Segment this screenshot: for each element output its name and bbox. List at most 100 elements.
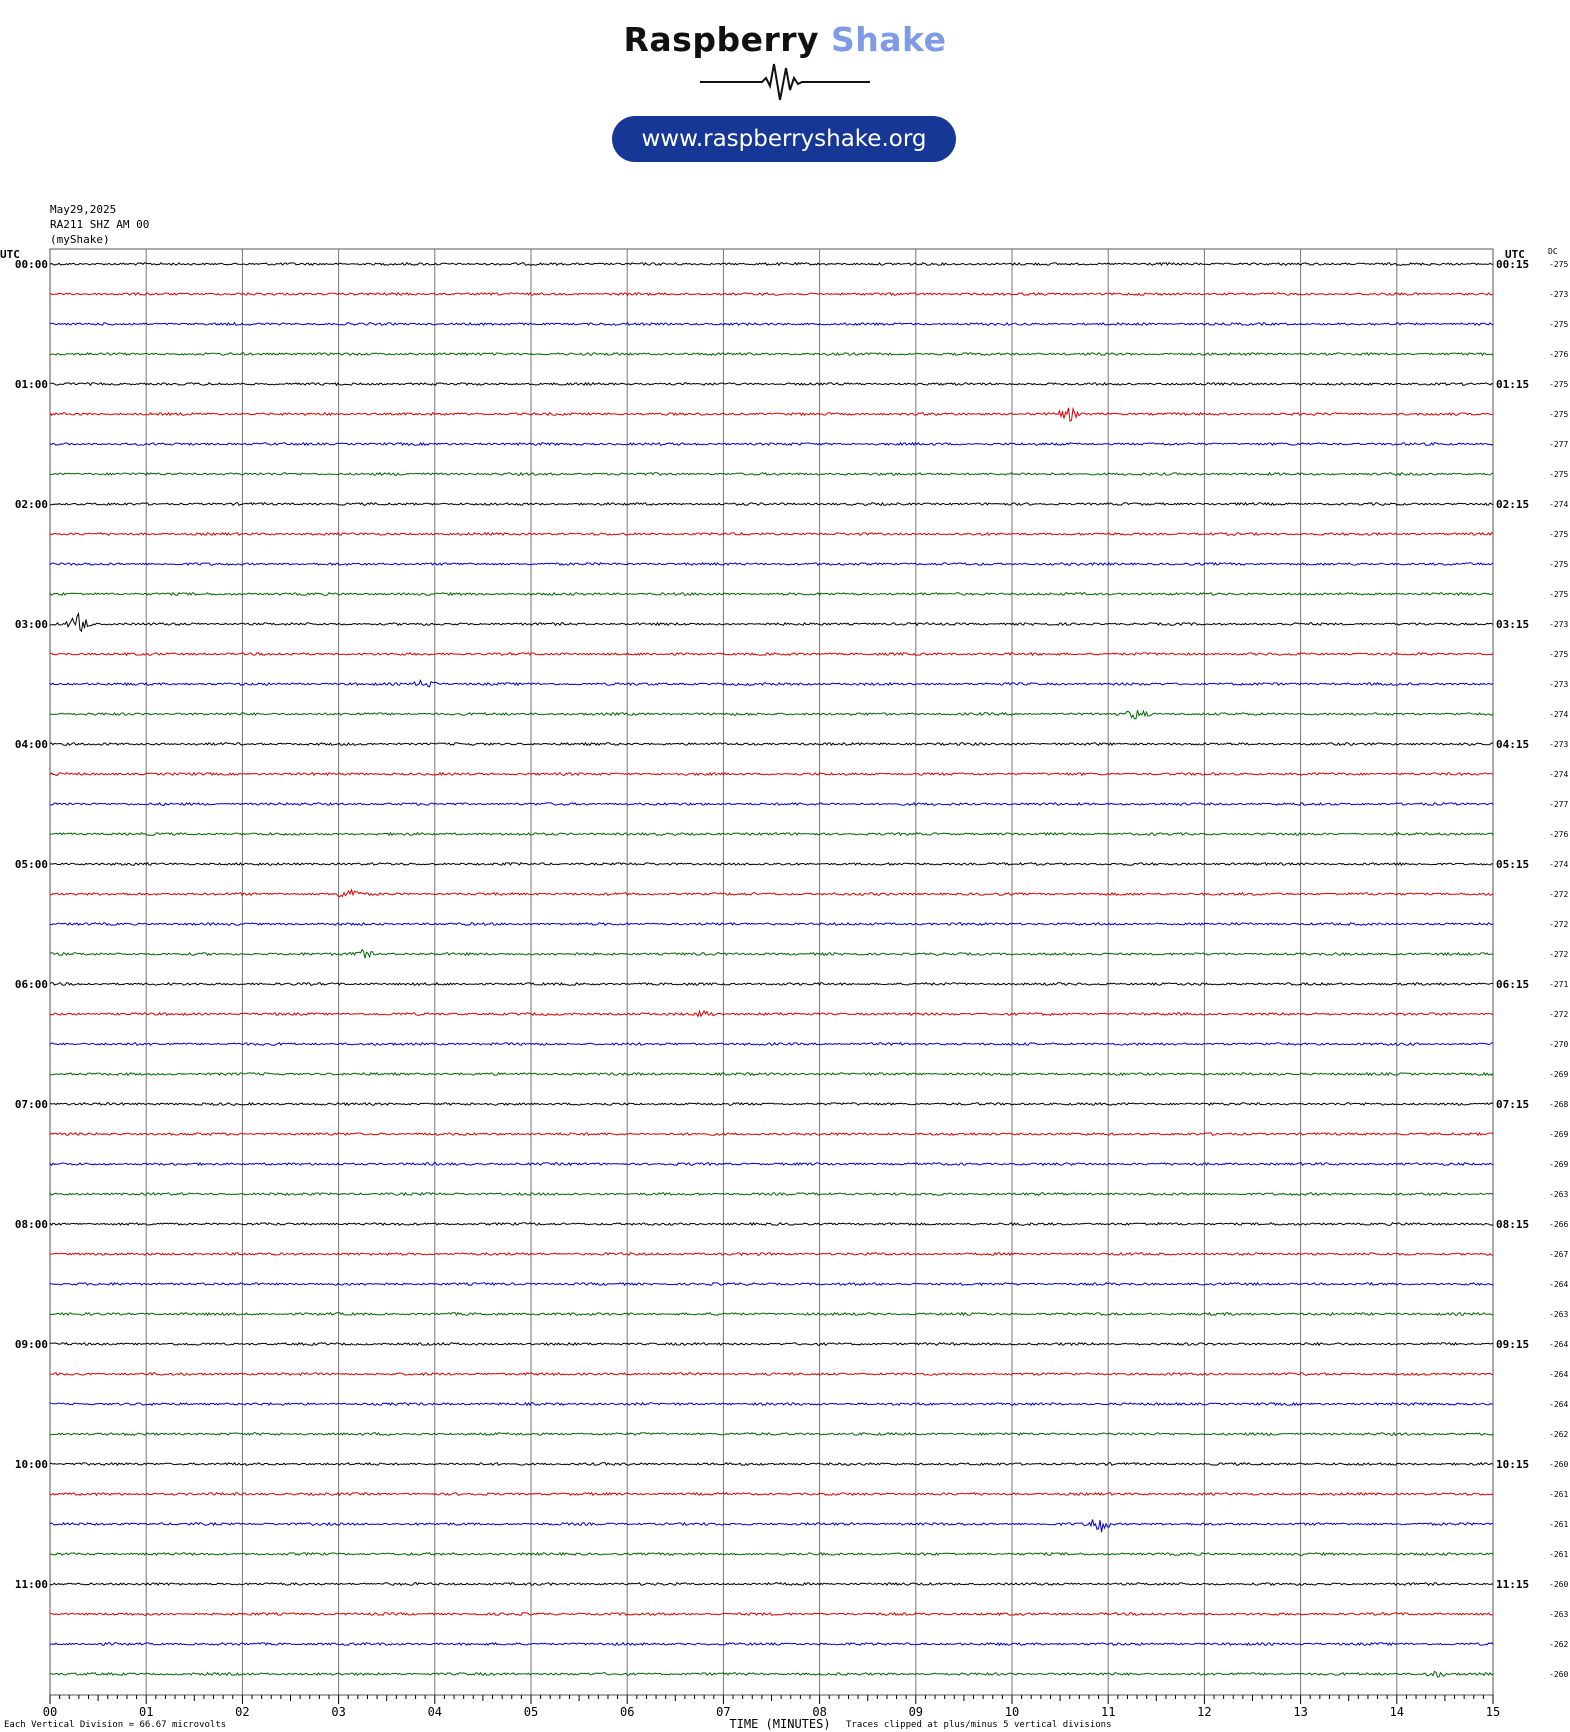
dc-value: -264 [1549,1280,1568,1289]
dc-value: -268 [1549,1100,1568,1109]
seismic-wave-icon [700,63,870,101]
dc-value: -275 [1549,320,1568,329]
x-tick-label: 13 [1293,1705,1307,1719]
dc-value: -274 [1549,770,1568,779]
trace-line [49,441,1494,447]
hour-label-right: 05:15 [1496,858,1529,871]
hour-label-right: 08:15 [1496,1218,1529,1231]
trace-line [49,1491,1494,1497]
hour-label-right: 04:15 [1496,738,1529,751]
trace-line [49,1431,1494,1437]
dc-value: -272 [1549,950,1568,959]
trace-line [49,406,1494,423]
hour-label-left: 03:00 [15,618,48,631]
trace-line [49,611,1494,633]
hour-label-left: 10:00 [15,1458,48,1471]
hour-label-left: 07:00 [15,1098,48,1111]
dc-value: -269 [1549,1160,1568,1169]
trace-line [49,1519,1494,1533]
dc-value: -261 [1549,1520,1568,1529]
hour-label-left: 01:00 [15,378,48,391]
trace-line [49,771,1494,777]
trace-line [49,1161,1494,1167]
dc-value: -277 [1549,440,1568,449]
trace-line [49,1191,1494,1197]
dc-value: -270 [1549,1040,1568,1049]
trace-line [49,1009,1494,1018]
dc-value: -275 [1549,410,1568,419]
dc-value: -277 [1549,800,1568,809]
clip-note: Traces clipped at plus/minus 5 vertical … [846,1720,1112,1730]
trace-line [49,1670,1494,1678]
trace-line [49,741,1494,747]
trace-line [49,561,1494,567]
trace-line [49,801,1494,806]
trace-line [49,291,1494,297]
dc-value: -274 [1549,500,1568,509]
trace-line [49,381,1494,387]
trace-line [49,1101,1494,1107]
dc-value: -275 [1549,590,1568,599]
website-url-badge[interactable]: www.raspberryshake.org [612,116,956,162]
trace-line [49,651,1494,657]
x-tick-label: 01 [139,1705,153,1719]
dc-value: -271 [1549,980,1568,989]
dc-value: -275 [1549,560,1568,569]
dc-value: -275 [1549,260,1568,269]
trace-line [49,1641,1494,1647]
plot-date: May29,2025 [50,203,117,216]
hour-label-right: 01:15 [1496,378,1529,391]
trace-line [49,709,1494,720]
dc-value: -273 [1549,740,1568,749]
x-tick-label: 15 [1486,1705,1500,1719]
x-tick-label: 03 [331,1705,345,1719]
right-axis-label: UTC [1505,248,1525,261]
dc-value: -272 [1549,920,1568,929]
trace-line [49,531,1494,537]
hour-label-left: 00:00 [15,258,48,271]
trace-line [49,1071,1494,1077]
trace-line [49,981,1494,987]
dc-value: -263 [1549,1190,1568,1199]
hour-label-left: 11:00 [15,1578,48,1591]
dc-value: -263 [1549,1310,1568,1319]
dc-value: -260 [1549,1460,1568,1469]
dc-value: -269 [1549,1070,1568,1079]
trace-line [49,1581,1494,1587]
trace-line [50,1461,1494,1467]
dc-value: -264 [1549,1400,1568,1409]
trace-line [49,1041,1493,1047]
dc-value: -261 [1549,1550,1568,1559]
hour-label-right: 06:15 [1496,978,1529,991]
trace-line [49,1131,1494,1137]
x-axis-label: TIME (MINUTES) [729,1717,830,1731]
hour-label-right: 10:15 [1496,1458,1529,1471]
hour-label-right: 03:15 [1496,618,1529,631]
dc-value: -273 [1549,620,1568,629]
trace-line [49,831,1494,837]
hour-label-left: 09:00 [15,1338,48,1351]
trace-line [49,921,1494,927]
dc-value: -276 [1549,830,1568,839]
x-tick-label: 00 [43,1705,57,1719]
hour-label-left: 04:00 [15,738,48,751]
trace-line [50,1251,1494,1257]
x-tick-label: 04 [428,1705,442,1719]
dc-value: -260 [1549,1580,1568,1589]
trace-line [50,1281,1494,1287]
dc-value: -273 [1549,680,1568,689]
trace-line [49,679,1494,688]
dc-value: -272 [1549,890,1568,899]
dc-value: -274 [1549,860,1568,869]
hour-label-right: 07:15 [1496,1098,1529,1111]
hour-label-left: 06:00 [15,978,48,991]
x-tick-label: 09 [909,1705,923,1719]
dc-value: -262 [1549,1640,1568,1649]
division-value: 66.67 microvolts [139,1720,227,1730]
hour-label-right: 00:15 [1496,258,1529,271]
dc-value: -275 [1549,380,1568,389]
x-tick-label: 14 [1390,1705,1404,1719]
trace-line [49,1221,1494,1227]
x-tick-label: 11 [1101,1705,1115,1719]
x-tick-label: 05 [524,1705,538,1719]
